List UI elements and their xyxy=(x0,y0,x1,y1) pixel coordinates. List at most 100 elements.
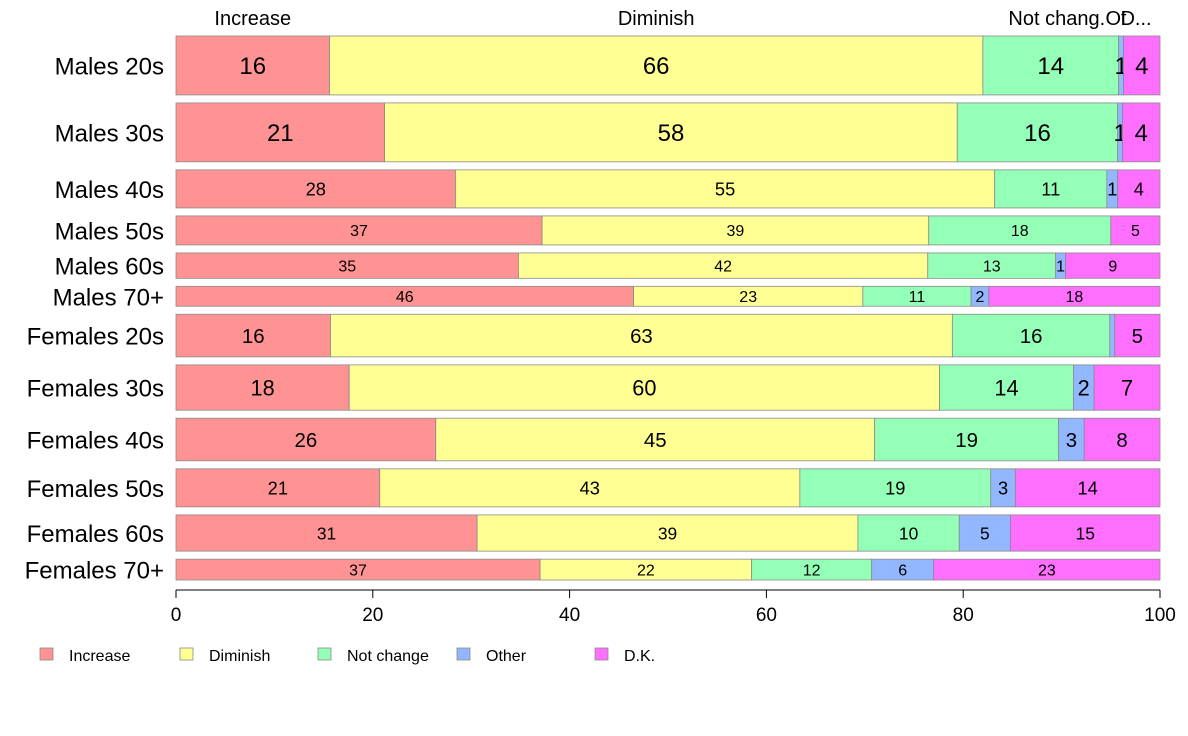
bar-segment xyxy=(175,102,386,163)
bar-segment xyxy=(1093,364,1161,411)
category-label: Males 30s xyxy=(55,120,164,147)
category-label: Females 60s xyxy=(27,521,164,548)
data-label: 37 xyxy=(350,223,368,240)
bar-segment xyxy=(175,417,437,462)
bar-segment xyxy=(1083,417,1161,462)
top-series-label: Increase xyxy=(214,8,291,30)
bar-segment xyxy=(1122,102,1161,163)
data-label: 14 xyxy=(1037,53,1064,80)
data-label: 39 xyxy=(727,223,745,240)
data-label: 28 xyxy=(306,178,326,199)
data-label: 9 xyxy=(1108,258,1117,275)
data-label: 19 xyxy=(885,477,905,498)
data-label: 13 xyxy=(983,258,1001,275)
legend-item: Other xyxy=(456,647,527,665)
category-label: Females 40s xyxy=(27,428,164,455)
bar-segment xyxy=(541,215,930,246)
bar-segment xyxy=(857,514,960,552)
bar-segment xyxy=(956,102,1119,163)
category-label: Females 20s xyxy=(27,324,164,351)
bar-row: 31 39 10 5 15 xyxy=(175,514,1161,552)
legend-item: D.K. xyxy=(594,647,655,665)
data-label: 35 xyxy=(338,258,356,275)
data-label: 55 xyxy=(715,178,735,199)
bar-segment xyxy=(435,417,876,462)
bar-row: 35 42 13 1 9 xyxy=(175,252,1161,279)
bar-row: 16 63 16 5 xyxy=(175,313,1161,358)
data-label: 2 xyxy=(1078,375,1090,400)
data-label: 5 xyxy=(1131,223,1140,240)
x-axis: 0 20 40 60 80 100 xyxy=(171,589,1176,626)
data-label: 12 xyxy=(803,562,821,579)
data-label: 6 xyxy=(898,562,907,579)
data-label: 14 xyxy=(1078,477,1098,498)
bar-row: 21 43 19 3 14 xyxy=(175,468,1161,508)
top-series-label: D... xyxy=(1120,8,1151,30)
data-label: 22 xyxy=(637,562,655,579)
data-label: 18 xyxy=(250,375,274,400)
legend-swatch xyxy=(456,647,471,661)
bar-segment xyxy=(1014,468,1161,508)
x-tick-label: 20 xyxy=(362,605,383,626)
bar-segment xyxy=(1010,514,1161,552)
x-tick-label: 80 xyxy=(953,605,974,626)
data-label: 46 xyxy=(396,289,414,306)
category-label: Males 70+ xyxy=(53,284,164,311)
x-tick-label: 0 xyxy=(171,605,182,626)
category-labels: Males 20s Males 30s Males 40s Males 50s Male… xyxy=(25,53,164,584)
bar-segment xyxy=(175,514,478,552)
legend-swatch xyxy=(179,647,194,661)
legend-label: Other xyxy=(486,648,527,665)
bar-segment xyxy=(1123,35,1161,96)
data-label: 21 xyxy=(267,120,294,147)
data-label: 10 xyxy=(899,523,918,543)
data-label: 31 xyxy=(317,523,336,543)
data-label: 58 xyxy=(658,120,685,147)
category-label: Males 60s xyxy=(55,254,164,281)
legend-label: Increase xyxy=(69,648,130,665)
bar-segment xyxy=(175,313,331,358)
category-label: Males 50s xyxy=(55,218,164,245)
legend-item: Increase xyxy=(39,647,130,665)
data-label: 4 xyxy=(1134,178,1144,199)
bar-segment xyxy=(175,252,519,279)
bar-segment xyxy=(927,252,1057,279)
top-series-label: Ot xyxy=(1105,8,1127,30)
bar-segment xyxy=(175,364,350,411)
x-tick-label: 40 xyxy=(559,605,580,626)
bar-segment xyxy=(175,169,456,209)
data-label: 23 xyxy=(1038,562,1056,579)
data-label: 60 xyxy=(632,375,656,400)
bar-segment xyxy=(928,215,1112,246)
bar-row: 18 60 14 2 7 xyxy=(175,364,1161,411)
category-label: Females 70+ xyxy=(25,558,164,585)
legend-swatch xyxy=(317,647,332,661)
data-label: 11 xyxy=(1041,178,1060,199)
data-label: 16 xyxy=(239,53,266,80)
data-label: 39 xyxy=(658,523,677,543)
data-label: 45 xyxy=(644,429,667,452)
bar-segment xyxy=(1117,169,1161,209)
x-tick-label: 60 xyxy=(756,605,777,626)
bar-row: 26 45 19 3 8 xyxy=(175,417,1161,462)
data-label: 14 xyxy=(994,375,1018,400)
bar-segment xyxy=(384,102,958,163)
top-series-labels: Increase Diminish Not chang. OtD... xyxy=(214,8,1151,30)
bar-segment xyxy=(1114,313,1161,358)
data-label: 26 xyxy=(295,429,318,452)
data-label: 1 xyxy=(1107,178,1117,199)
bar-segment xyxy=(1065,252,1161,279)
legend: Increase Diminish Not change Other D.K. xyxy=(39,647,655,665)
data-label: 19 xyxy=(955,429,978,452)
data-label: 16 xyxy=(1020,325,1043,348)
data-label: 18 xyxy=(1065,289,1083,306)
x-tick-label: 100 xyxy=(1144,605,1176,626)
bar-segment xyxy=(1109,313,1116,358)
data-label: 5 xyxy=(1132,325,1143,348)
data-label: 8 xyxy=(1116,429,1127,452)
data-label: 5 xyxy=(980,523,990,543)
category-label: Females 50s xyxy=(27,476,164,503)
data-label: 21 xyxy=(268,477,288,498)
bar-segment xyxy=(175,215,543,246)
bar-segment xyxy=(379,468,801,508)
